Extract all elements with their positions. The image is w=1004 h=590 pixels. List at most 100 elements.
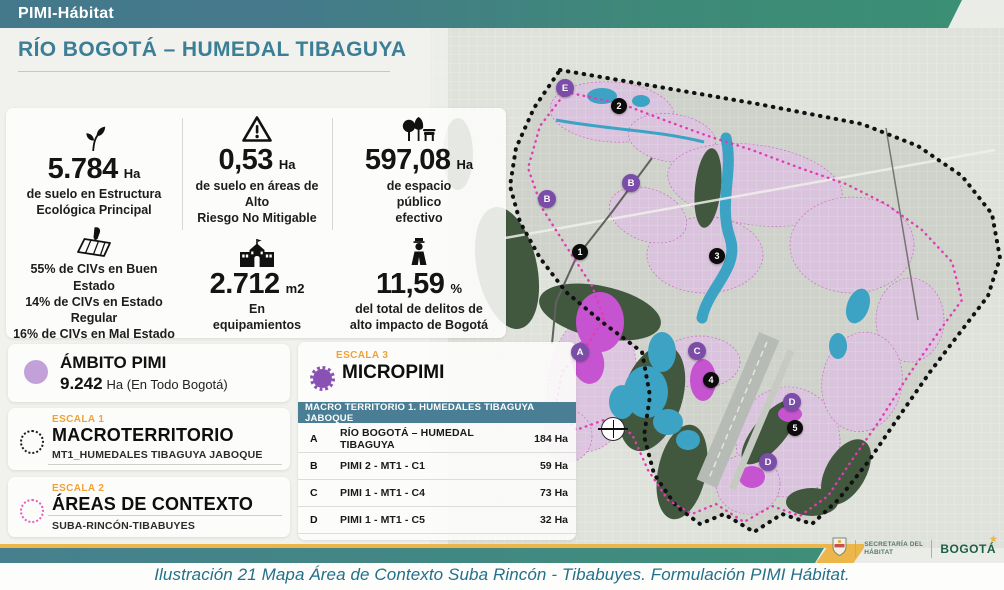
map-context-boundary [526, 90, 964, 524]
school-icon [239, 237, 275, 267]
stat-desc: 55% de CIVs en Buen Estado 14% de CIVs e… [13, 262, 175, 342]
park-icon [401, 113, 437, 143]
stat-espacio-publico: 597,08 Ha de espacio público efectivo [332, 108, 506, 232]
stat-value: 597,08 [364, 144, 451, 177]
row-area: 32 Ha [539, 514, 568, 526]
police-officer-icon [405, 237, 433, 267]
map-marker-1: 1 [572, 244, 588, 260]
escala1-subtitle: MT1_HUMEDALES TIBAGUYA JABOQUE [52, 449, 263, 461]
ambito-pimi-swatch-icon [24, 360, 48, 384]
compass-icon [598, 417, 628, 441]
footer-logos: SECRETARÍA DEL HÁBITAT BOGOTÁ ★ [832, 534, 998, 562]
row-name: PIMI 1 - MT1 - C4 [340, 487, 426, 499]
table-row: D PIMI 1 - MT1 - C5 32 Ha [298, 507, 576, 534]
row-area: 184 Ha [534, 433, 568, 445]
stat-civs: 55% de CIVs en Buen Estado 14% de CIVs e… [6, 227, 182, 341]
row-key: C [310, 487, 318, 499]
divider [48, 464, 282, 465]
divider [332, 118, 333, 230]
warning-icon [241, 113, 273, 143]
divider [931, 540, 933, 558]
footer-background [0, 563, 1004, 590]
title-underline [18, 71, 390, 72]
row-name: RÍO BOGOTÁ – HUMEDAL TIBAGUYA [340, 427, 474, 451]
stat-desc: de espacio público efectivo [386, 178, 452, 226]
figure-caption: Ilustración 21 Mapa Área de Contexto Sub… [154, 565, 850, 584]
macro-territorio-table-header: MACRO TERRITORIO 1. HUMEDALES TIBAGUYA J… [298, 402, 576, 424]
page-title: RÍO BOGOTÁ – HUMEDAL TIBAGUYA [18, 38, 407, 61]
table-row: C PIMI 1 - MT1 - C4 73 Ha [298, 480, 576, 507]
stat-delitos: 11,59 % del total de delitos de alto imp… [332, 232, 506, 338]
map-pen-icon [74, 227, 114, 258]
row-name: PIMI 1 - MT1 - C5 [340, 514, 426, 526]
row-area: 73 Ha [539, 487, 568, 499]
map-marker-4: 4 [703, 372, 719, 388]
stat-value: 5.784 [47, 152, 119, 185]
row-key: A [310, 433, 318, 445]
row-key: B [310, 460, 318, 472]
row-area: 59 Ha [539, 460, 568, 472]
table-row: B PIMI 2 - MT1 - C1 59 Ha [298, 453, 576, 480]
plant-icon [82, 122, 106, 152]
stat-desc: del total de delitos de alto impacto de … [349, 301, 489, 333]
map-marker-5: 5 [787, 420, 803, 436]
map-marker-D: D [783, 393, 801, 411]
alcaldia-shield-icon [832, 537, 847, 561]
stat-value: 0,53 [218, 144, 273, 177]
stat-desc: de suelo en Estructura Ecológica Princip… [26, 186, 162, 218]
bogota-logo-text: BOGOTÁ [940, 542, 996, 556]
map-marker-A: A [571, 343, 589, 361]
map-marker-D: D [759, 453, 777, 471]
escala3-micropimi-card: ESCALA 3 MICROPIMI MACRO TERRITORIO 1. H… [298, 342, 576, 540]
stat-unit: Ha [123, 165, 141, 181]
secretaria-habitat-logo: SECRETARÍA DEL HÁBITAT [864, 540, 924, 556]
stats-panel: 5.784 Ha de suelo en Estructura Ecológic… [6, 108, 506, 341]
escala2-label: ESCALA 2 [52, 483, 105, 494]
ambito-suffix: Ha (En Todo Bogotá) [106, 377, 228, 392]
ambito-value-row: 9.242 Ha (En Todo Bogotá) [60, 374, 228, 394]
stat-unit: Ha [278, 157, 296, 173]
divider [855, 540, 857, 558]
map-runway [696, 332, 795, 491]
escala1-label: ESCALA 1 [52, 414, 105, 425]
macroterritorio-boundary-icon [20, 430, 44, 454]
escala2-subtitle: SUBA-RINCÓN-TIBABUYES [52, 520, 196, 532]
divider [48, 515, 282, 516]
areas-contexto-boundary-icon [20, 499, 44, 523]
escala1-macroterritorio-card: ESCALA 1 MACROTERRITORIO MT1_HUMEDALES T… [8, 408, 290, 470]
stat-unit: m2 [285, 280, 305, 296]
table-row: A RÍO BOGOTÁ – HUMEDAL TIBAGUYA 184 Ha [298, 426, 576, 453]
stat-equipamientos: 2.712 m2 En equipamientos [182, 232, 332, 338]
map-macro-boundary [507, 67, 1003, 535]
row-name: PIMI 2 - MT1 - C1 [340, 460, 426, 472]
app-title: PIMI-Hábitat [18, 5, 115, 22]
escala1-title: MACROTERRITORIO [52, 425, 234, 445]
top-bar: PIMI-Hábitat [0, 0, 962, 28]
escala2-areas-contexto-card: ESCALA 2 ÁREAS DE CONTEXTO SUBA-RINCÓN-T… [8, 477, 290, 537]
map-marker-E: E [556, 79, 574, 97]
micropimi-table: A RÍO BOGOTÁ – HUMEDAL TIBAGUYA 184 Ha B… [298, 426, 576, 534]
row-key: D [310, 514, 318, 526]
bogota-logo: BOGOTÁ ★ [940, 534, 997, 556]
escala3-label: ESCALA 3 [336, 350, 389, 361]
ambito-value: 9.242 [60, 374, 103, 393]
map-marker-3: 3 [709, 248, 725, 264]
map-marker-B: B [538, 190, 556, 208]
ambito-title: ÁMBITO PIMI [60, 353, 167, 372]
escala3-title: MICROPIMI [342, 362, 445, 383]
stat-estructura-ecologica: 5.784 Ha de suelo en Estructura Ecológic… [6, 108, 182, 232]
stat-unit: % [450, 280, 463, 296]
map-marker-B: B [622, 174, 640, 192]
map-marker-2: 2 [611, 98, 627, 114]
micropimi-swatch-icon [310, 366, 335, 391]
map-water [555, 88, 871, 450]
footer-teal-bar [0, 548, 824, 563]
stat-desc: de suelo en áreas de Alto Riesgo No Miti… [195, 178, 319, 226]
divider [182, 118, 183, 230]
star-icon: ★ [989, 534, 998, 544]
escala2-title: ÁREAS DE CONTEXTO [52, 494, 254, 514]
ambito-pimi-card: ÁMBITO PIMI 9.242 Ha (En Todo Bogotá) [8, 344, 290, 402]
footer-gold-stripe [0, 544, 864, 548]
stat-alto-riesgo: 0,53 Ha de suelo en áreas de Alto Riesgo… [182, 108, 332, 232]
